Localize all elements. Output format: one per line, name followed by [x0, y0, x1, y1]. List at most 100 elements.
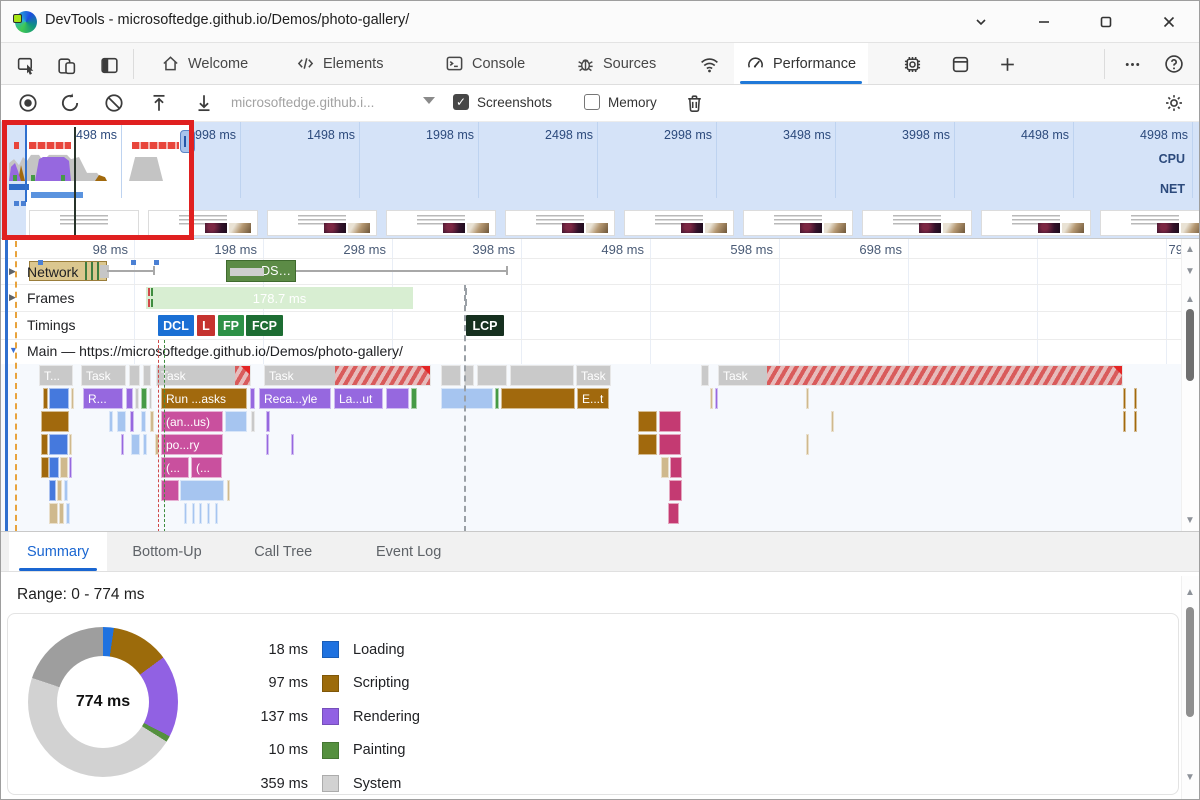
flame-bar[interactable]	[669, 480, 682, 501]
flame-scrollbar[interactable]	[1181, 239, 1199, 531]
flame-bar[interactable]	[501, 388, 575, 409]
flame-bar[interactable]	[57, 480, 62, 501]
flame-bar[interactable]	[441, 365, 461, 386]
frames-track[interactable]: Frames 178.7 ms	[1, 285, 1199, 312]
filmstrip-screenshot[interactable]	[505, 210, 615, 236]
flame-bar[interactable]	[495, 388, 499, 409]
flame-bar[interactable]	[49, 503, 58, 524]
flame-bar[interactable]	[199, 503, 202, 524]
flame-bar[interactable]	[477, 365, 507, 386]
upload-profile-button[interactable]	[146, 90, 172, 116]
flame-bar-gray[interactable]: Task	[81, 365, 126, 386]
flame-bar[interactable]	[161, 480, 179, 501]
flame-bar[interactable]	[215, 503, 218, 524]
flame-bar[interactable]	[43, 388, 48, 409]
flame-bar[interactable]	[806, 434, 809, 455]
summary-scroll-down-icon[interactable]	[1184, 772, 1196, 783]
flame-bar[interactable]	[668, 503, 679, 524]
flame-bar[interactable]	[710, 388, 713, 409]
flame-bar[interactable]	[291, 434, 294, 455]
flame-bar[interactable]	[149, 388, 152, 409]
tab-performance[interactable]: Performance	[734, 43, 869, 84]
flame-bar[interactable]	[69, 434, 72, 455]
selection-end-grip[interactable]	[180, 130, 195, 153]
flame-scroll-thumb[interactable]	[1186, 309, 1194, 381]
filmstrip-screenshot[interactable]	[743, 210, 853, 236]
flame-bar[interactable]	[250, 388, 255, 409]
close-button[interactable]	[1154, 7, 1184, 37]
flame-bar[interactable]	[638, 434, 657, 455]
flame-bar[interactable]	[1134, 411, 1137, 432]
flame-bar[interactable]	[411, 388, 417, 409]
tab-elements[interactable]: Elements	[284, 43, 395, 84]
flame-bar[interactable]	[266, 434, 269, 455]
details-tab-event-log[interactable]: Event Log	[376, 543, 442, 560]
flame-bar[interactable]	[69, 457, 72, 478]
flame-bar-purple[interactable]: R...	[83, 388, 123, 409]
timing-badge-fp[interactable]: FP	[218, 315, 244, 336]
network-scroll-down-icon[interactable]	[1184, 266, 1196, 277]
flame-bar[interactable]	[135, 388, 139, 409]
flame-bar[interactable]	[129, 365, 140, 386]
flame-bar[interactable]	[141, 388, 147, 409]
flame-bar[interactable]	[59, 503, 64, 524]
timings-track[interactable]: Timings DCL L FP FCP LCP	[1, 312, 1199, 340]
flame-bar[interactable]	[638, 411, 657, 432]
clear-recording-button[interactable]	[101, 90, 127, 116]
screenshots-checkbox[interactable]	[453, 94, 469, 110]
summary-scroll-thumb[interactable]	[1186, 607, 1194, 717]
network-scroll-up-icon[interactable]	[1184, 244, 1196, 255]
flame-bar[interactable]	[701, 365, 709, 386]
filmstrip-screenshot[interactable]	[267, 210, 377, 236]
flame-bar-gray[interactable]: T...	[39, 365, 73, 386]
flame-bar[interactable]	[41, 457, 49, 478]
flame-bar[interactable]	[126, 388, 133, 409]
flame-bar-gray[interactable]: Task	[576, 365, 611, 386]
flame-bar[interactable]	[71, 388, 74, 409]
minimize-button[interactable]	[1029, 7, 1059, 37]
flame-bar[interactable]	[659, 411, 681, 432]
dock-side-icon[interactable]	[96, 52, 122, 78]
flame-bar[interactable]	[510, 365, 574, 386]
frame-duration-bar[interactable]: 178.7 ms	[146, 287, 413, 309]
profile-select[interactable]: microsoftedge.github.i...	[231, 95, 375, 110]
flame-bar[interactable]	[121, 434, 124, 455]
flame-bar[interactable]	[251, 411, 255, 432]
flame-bar-purple[interactable]: La...ut	[334, 388, 383, 409]
tab-console[interactable]: Console	[433, 43, 537, 84]
flame-bar[interactable]	[661, 457, 669, 478]
device-emulation-icon[interactable]	[53, 52, 79, 78]
more-options-icon[interactable]	[1119, 51, 1145, 77]
flame-bar[interactable]	[150, 411, 154, 432]
flame-bar[interactable]	[192, 503, 195, 524]
flame-bar-magenta[interactable]: po...ry	[161, 434, 223, 455]
flame-bar[interactable]	[41, 434, 48, 455]
maximize-button[interactable]	[1091, 7, 1121, 37]
flame-bar-olive[interactable]: Run ...asks	[161, 388, 247, 409]
flame-bar-magenta[interactable]: (...	[191, 457, 222, 478]
flame-bar[interactable]	[659, 434, 681, 455]
selection-start-handle[interactable]	[25, 122, 27, 202]
flame-bar[interactable]	[49, 434, 68, 455]
memory-chip-icon[interactable]	[899, 51, 925, 77]
record-button[interactable]	[15, 90, 41, 116]
flame-bar-gray[interactable]: Task	[156, 365, 251, 386]
filmstrip-screenshot[interactable]	[981, 210, 1091, 236]
flame-bar[interactable]	[1123, 411, 1126, 432]
timing-badge-lcp[interactable]: LCP	[466, 315, 504, 336]
flame-bar[interactable]	[386, 388, 409, 409]
timing-badge-dcl[interactable]: DCL	[158, 315, 194, 336]
trash-icon[interactable]	[681, 90, 707, 116]
tab-sources[interactable]: Sources	[564, 43, 668, 84]
timeline-overview[interactable]: 498 ms 998 ms 1498 ms 1998 ms 2498 ms 2998 ms…	[1, 122, 1199, 239]
flame-bar-gray[interactable]: Task	[264, 365, 431, 386]
flame-bar[interactable]	[49, 480, 56, 501]
profile-select-caret-icon[interactable]	[423, 97, 435, 104]
filmstrip-screenshot[interactable]	[29, 210, 139, 236]
network-track[interactable]: Network DS…	[1, 259, 1199, 285]
reload-record-button[interactable]	[57, 90, 83, 116]
download-profile-button[interactable]	[191, 90, 217, 116]
flame-bar[interactable]	[49, 457, 59, 478]
summary-scroll-up-icon[interactable]	[1184, 587, 1196, 598]
filmstrip-screenshot[interactable]	[1100, 210, 1199, 236]
